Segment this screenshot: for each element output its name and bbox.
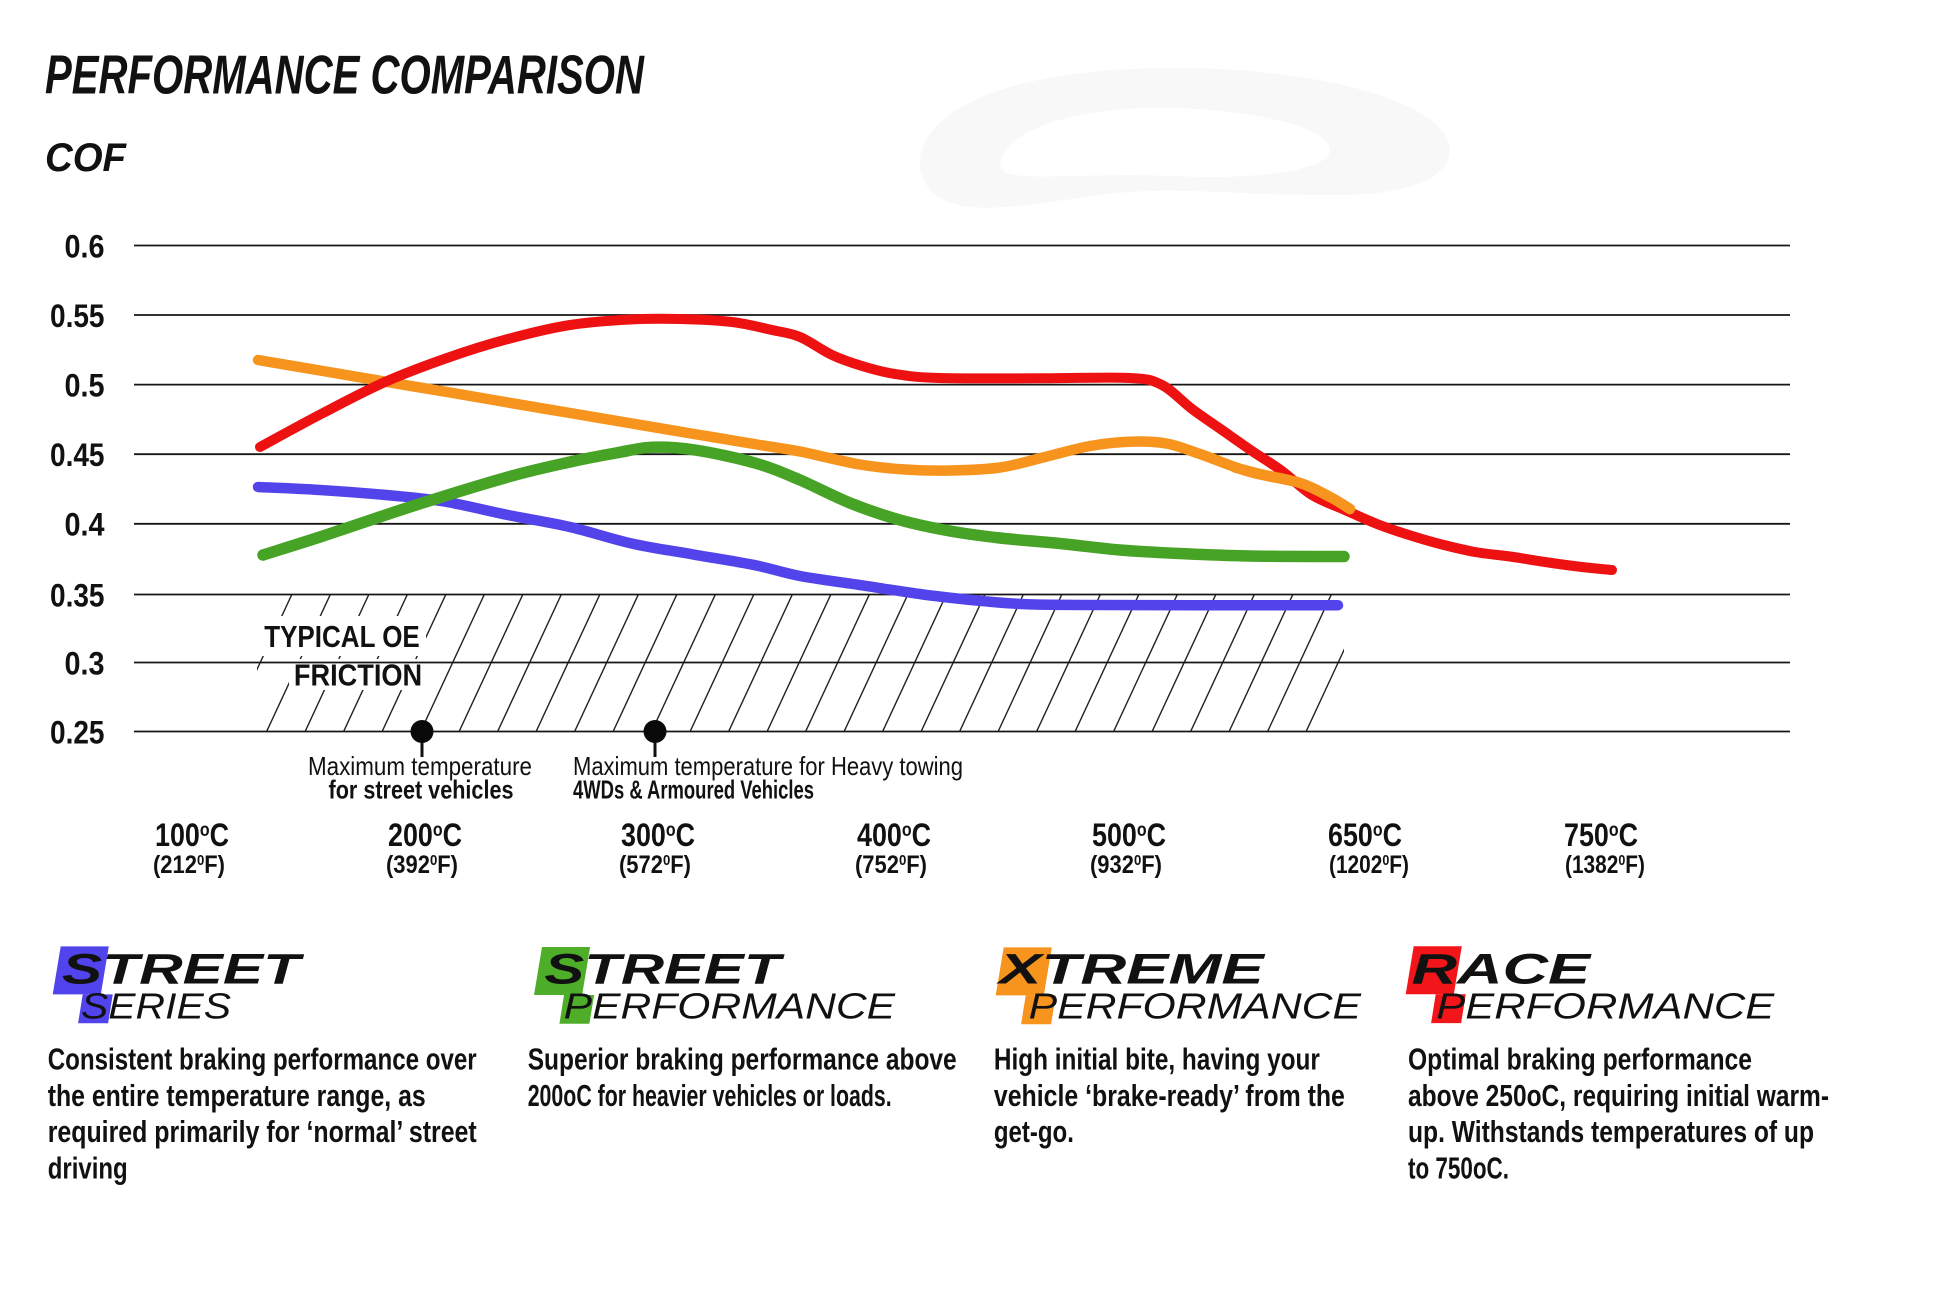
svg-text:up. Withstands temperatures of: up. Withstands temperatures of up xyxy=(1408,1115,1814,1149)
svg-text:SERIES: SERIES xyxy=(81,986,231,1027)
svg-text:0.6: 0.6 xyxy=(65,228,105,264)
svg-text:0.3: 0.3 xyxy=(65,645,105,681)
svg-text:750oC: 750oC xyxy=(1564,817,1638,853)
svg-text:650oC: 650oC xyxy=(1328,817,1402,853)
svg-text:200oC for heavier vehicles or: 200oC for heavier vehicles or loads. xyxy=(528,1079,892,1113)
svg-text:(9320F): (9320F) xyxy=(1090,851,1162,879)
svg-text:the entire temperature range,: the entire temperature range, as xyxy=(48,1079,426,1113)
svg-text:(7520F): (7520F) xyxy=(855,851,927,879)
svg-text:0.25: 0.25 xyxy=(50,714,105,750)
svg-text:High initial bite, having your: High initial bite, having your xyxy=(994,1043,1320,1077)
svg-text:200oC: 200oC xyxy=(388,817,462,853)
svg-text:Maximum temperature: Maximum temperature xyxy=(308,751,532,781)
svg-text:PERFORMANCE COMPARISON: PERFORMANCE COMPARISON xyxy=(45,44,645,106)
svg-text:Maximum temperature for Heavy: Maximum temperature for Heavy towing xyxy=(573,751,963,781)
svg-text:500oC: 500oC xyxy=(1092,817,1166,853)
svg-text:to 750oC.: to 750oC. xyxy=(1408,1151,1509,1185)
svg-text:(5720F): (5720F) xyxy=(619,851,691,879)
svg-text:driving: driving xyxy=(48,1151,128,1185)
svg-text:100oC: 100oC xyxy=(155,817,229,853)
svg-text:vehicle ‘brake-ready’ from the: vehicle ‘brake-ready’ from the xyxy=(994,1079,1345,1113)
svg-text:Optimal braking performance: Optimal braking performance xyxy=(1408,1043,1752,1077)
svg-text:(3920F): (3920F) xyxy=(386,851,458,879)
svg-text:(13820F): (13820F) xyxy=(1565,851,1645,879)
svg-text:Superior braking performance a: Superior braking performance above xyxy=(528,1043,957,1077)
svg-text:COF: COF xyxy=(45,136,127,180)
svg-text:for street vehicles: for street vehicles xyxy=(329,774,514,804)
svg-text:0.35: 0.35 xyxy=(50,577,105,613)
svg-text:0.55: 0.55 xyxy=(50,298,105,334)
svg-text:0.5: 0.5 xyxy=(65,367,105,403)
svg-text:STREET: STREET xyxy=(544,946,785,994)
svg-text:(2120F): (2120F) xyxy=(153,851,225,879)
svg-text:STREET: STREET xyxy=(62,946,305,994)
svg-text:above 250oC, requiring initial: above 250oC, requiring initial warm- xyxy=(1408,1079,1829,1113)
svg-text:required primarily for ‘normal: required primarily for ‘normal’ street xyxy=(48,1115,477,1149)
svg-text:4WDs & Armoured Vehicles: 4WDs & Armoured Vehicles xyxy=(573,774,814,804)
svg-text:FRICTION: FRICTION xyxy=(294,659,422,693)
svg-text:TYPICAL OE: TYPICAL OE xyxy=(264,620,420,654)
svg-text:get-go.: get-go. xyxy=(994,1115,1074,1149)
svg-text:0.45: 0.45 xyxy=(50,437,105,473)
svg-text:RACE: RACE xyxy=(1412,946,1593,994)
svg-text:0.4: 0.4 xyxy=(65,507,105,543)
svg-text:300oC: 300oC xyxy=(621,817,695,853)
svg-text:Consistent braking performance: Consistent braking performance over xyxy=(48,1043,477,1077)
svg-text:PERFORMANCE: PERFORMANCE xyxy=(1436,986,1775,1027)
svg-text:(12020F): (12020F) xyxy=(1329,851,1409,879)
svg-text:400oC: 400oC xyxy=(857,817,931,853)
svg-text:XTREME: XTREME xyxy=(996,946,1265,994)
svg-text:PERFORMANCE: PERFORMANCE xyxy=(564,986,896,1027)
svg-text:PERFORMANCE: PERFORMANCE xyxy=(1029,986,1362,1027)
